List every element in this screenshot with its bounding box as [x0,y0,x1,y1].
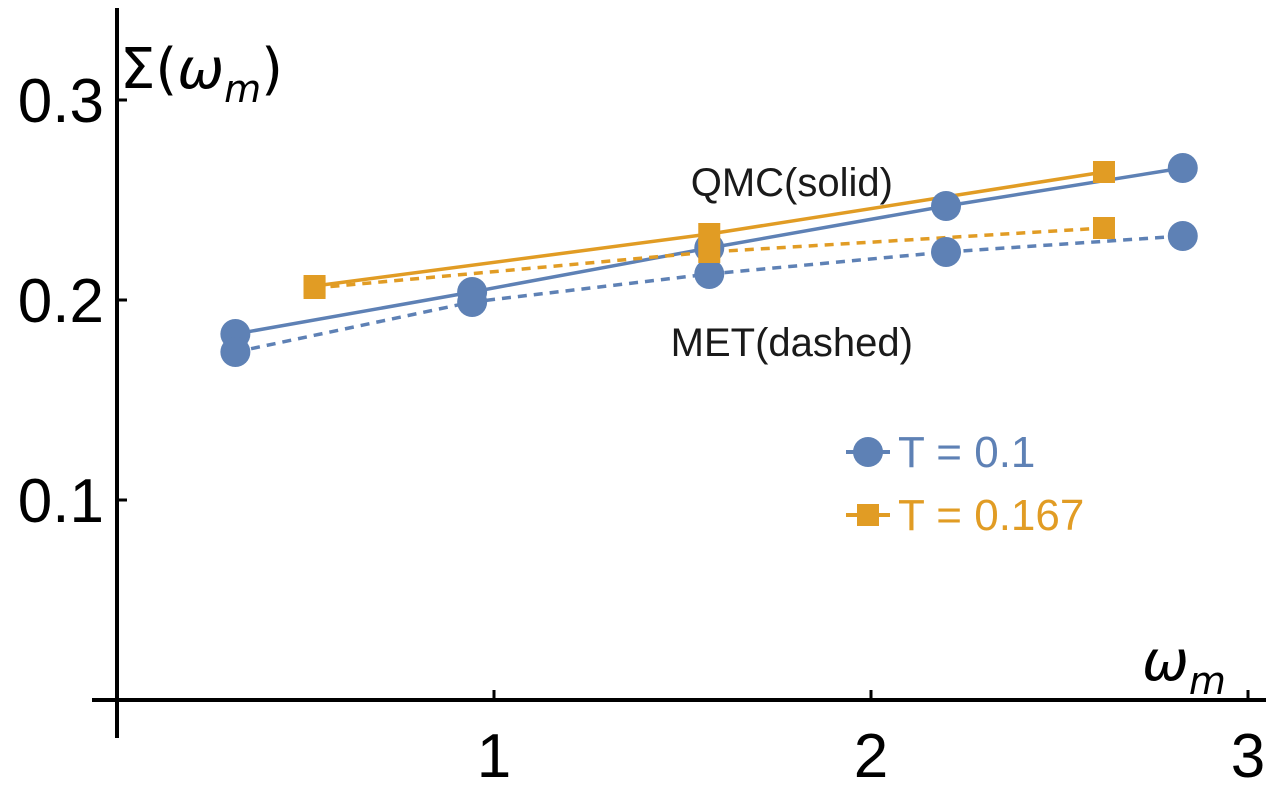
data-point-square [698,241,721,263]
data-point-square [1092,161,1115,183]
data-point-circle [694,259,725,289]
y-label-sub: m [224,67,261,111]
data-point-square [1092,217,1115,239]
annotation-met-dashed: MET(dashed) [671,321,913,365]
data-point-circle [1167,153,1198,183]
x-tick-label: 2 [854,722,888,791]
x-axis-label: ωm [1142,629,1226,703]
x-label-base: ω [1142,629,1189,694]
x-tick-label: 3 [1231,722,1265,791]
y-ticks: 0.1 0.2 0.3 [18,67,127,536]
data-point-circle [220,337,251,367]
legend-item-t0167: T = 0.167 [846,491,1084,540]
legend-label-t0167: T = 0.167 [898,491,1084,540]
data-point-square [303,277,326,299]
annotation-qmc-solid: QMC(solid) [691,161,893,205]
y-tick-label: 0.2 [18,267,104,336]
legend-label-t01: T = 0.1 [898,428,1035,477]
data-point-square [698,223,721,245]
legend-circle-marker-icon [853,437,883,467]
y-label-prefix: Σ( [120,37,177,102]
series-layer [220,153,1198,367]
data-point-circle [931,237,962,267]
legend: T = 0.1 T = 0.167 [846,428,1084,540]
axes [92,8,1266,738]
legend-item-t01: T = 0.1 [846,428,1035,477]
y-label-suffix: ) [261,37,283,102]
data-point-circle [457,287,488,317]
x-ticks: 1 2 3 [477,690,1265,791]
data-point-circle [1167,221,1198,251]
y-axis-label: Σ(ωm) [120,37,283,111]
y-tick-label: 0.1 [18,467,104,536]
y-label-base: ω [177,37,224,102]
series-line-met-t0167 [314,226,1105,290]
data-point-circle [931,191,962,221]
x-label-sub: m [1189,659,1226,703]
x-tick-label: 1 [477,722,511,791]
legend-square-marker-icon [857,504,879,526]
y-tick-label: 0.3 [18,67,104,136]
